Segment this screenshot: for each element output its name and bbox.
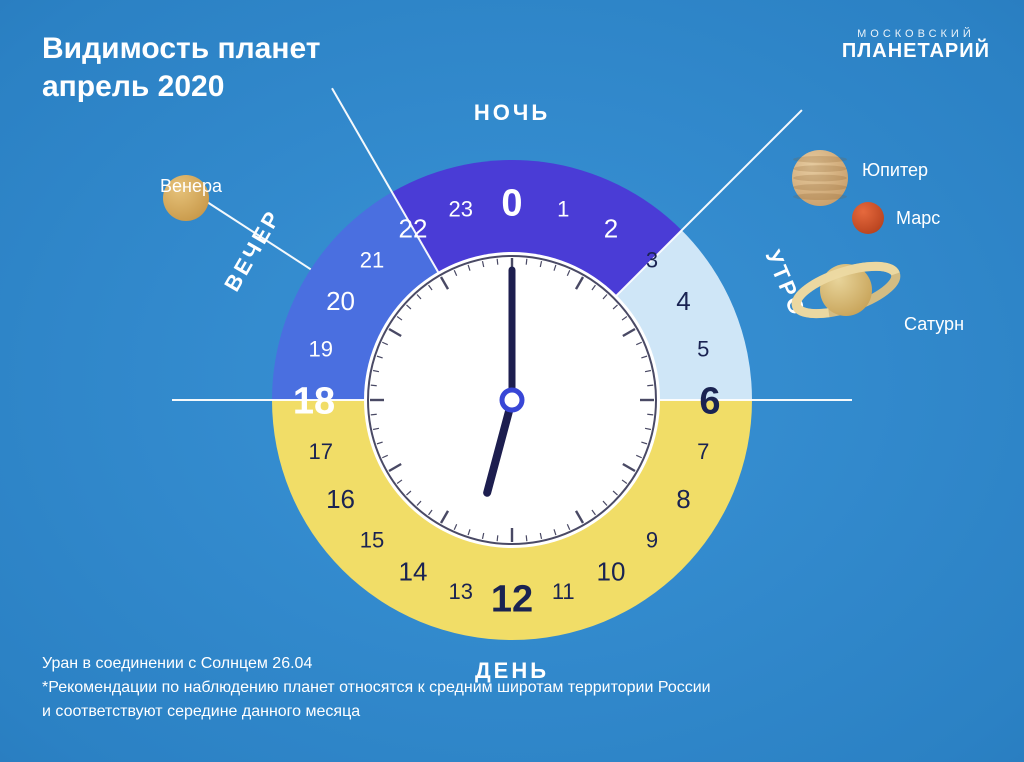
hour-19: 19 bbox=[309, 336, 333, 361]
footer-line3: и соответствуют середине данного месяца bbox=[42, 700, 711, 724]
title-line1: Видимость планет bbox=[42, 32, 320, 65]
jupiter-stripe bbox=[793, 175, 847, 182]
hour-10: 10 bbox=[597, 557, 626, 587]
hour-8: 8 bbox=[676, 484, 690, 514]
brand-line2: ПЛАНЕТАРИЙ bbox=[842, 40, 990, 63]
sector-label-night: НОЧЬ bbox=[474, 100, 550, 125]
tick bbox=[526, 259, 527, 265]
tick bbox=[497, 259, 498, 265]
diagram-stage: 01234567891011121314151617181920212223НО… bbox=[0, 0, 1024, 762]
tick bbox=[371, 414, 377, 415]
jupiter-stripe bbox=[793, 156, 847, 163]
hour-22: 22 bbox=[399, 214, 428, 244]
tick bbox=[497, 535, 498, 541]
brand-line1: московский bbox=[842, 28, 990, 40]
hour-17: 17 bbox=[309, 439, 333, 464]
hour-23: 23 bbox=[449, 196, 473, 221]
hour-4: 4 bbox=[676, 286, 690, 316]
mars-label: Марс bbox=[896, 208, 940, 229]
tick bbox=[647, 414, 653, 415]
page-title: Видимость планет апрель 2020 bbox=[42, 30, 320, 105]
jupiter-label: Юпитер bbox=[862, 160, 928, 181]
title-line2: апрель 2020 bbox=[42, 70, 224, 103]
saturn-label: Сатурн bbox=[904, 314, 964, 335]
hour-7: 7 bbox=[697, 439, 709, 464]
hour-14: 14 bbox=[399, 557, 428, 587]
footer-line1: Уран в соединении с Солнцем 26.04 bbox=[42, 652, 711, 676]
clock-svg: 01234567891011121314151617181920212223НО… bbox=[0, 0, 1024, 762]
hour-6: 6 bbox=[699, 380, 720, 422]
hour-5: 5 bbox=[697, 336, 709, 361]
hour-16: 16 bbox=[326, 484, 355, 514]
tick bbox=[526, 535, 527, 541]
hour-0: 0 bbox=[501, 182, 522, 224]
tick bbox=[371, 385, 377, 386]
footer-notes: Уран в соединении с Солнцем 26.04 *Реком… bbox=[42, 652, 711, 724]
hour-11: 11 bbox=[552, 579, 575, 604]
mars-icon bbox=[852, 202, 884, 234]
footer-line2: *Рекомендации по наблюдению планет относ… bbox=[42, 676, 711, 700]
hour-1: 1 bbox=[557, 196, 569, 221]
hour-3: 3 bbox=[646, 248, 658, 273]
venus-label: Венера bbox=[160, 176, 222, 197]
hour-15: 15 bbox=[360, 528, 384, 553]
hour-2: 2 bbox=[604, 214, 618, 244]
hour-12: 12 bbox=[491, 578, 533, 620]
brand-block: московский ПЛАНЕТАРИЙ bbox=[842, 28, 990, 63]
hour-9: 9 bbox=[646, 528, 658, 553]
jupiter-stripe bbox=[793, 165, 847, 172]
hour-21: 21 bbox=[360, 248, 384, 273]
hour-20: 20 bbox=[326, 286, 355, 316]
hour-13: 13 bbox=[449, 579, 473, 604]
jupiter-stripe bbox=[793, 193, 847, 200]
hour-18: 18 bbox=[293, 380, 335, 422]
clock-pivot bbox=[502, 390, 522, 410]
jupiter-stripe bbox=[793, 184, 847, 191]
sector-label-evening: ВЕЧЕР bbox=[219, 205, 286, 296]
tick bbox=[647, 385, 653, 386]
